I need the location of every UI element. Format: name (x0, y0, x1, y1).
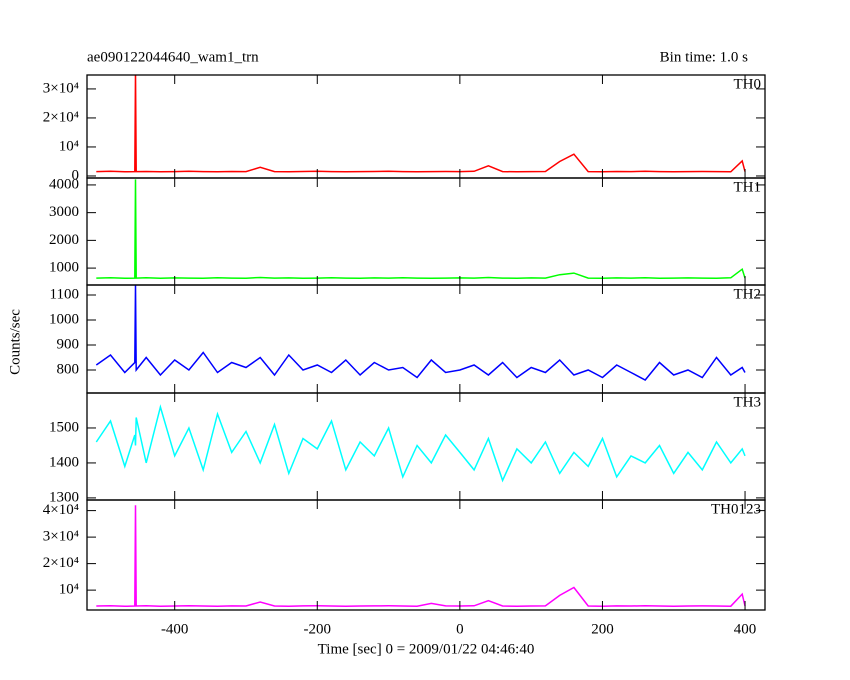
data-line (96, 75, 746, 173)
y-tick-label: 1000 (49, 311, 79, 327)
y-tick-label: 0 (72, 167, 80, 183)
panel-label: TH3 (734, 394, 762, 410)
x-tick-label: -400 (161, 621, 189, 637)
x-tick-label: -200 (304, 621, 332, 637)
y-tick-label: 1100 (50, 286, 79, 302)
y-tick-label: 1500 (49, 419, 79, 435)
panel-label: TH0123 (711, 501, 761, 517)
y-tick-label: 1300 (49, 489, 79, 505)
panel-frame (86, 284, 766, 394)
data-line (96, 505, 746, 608)
y-tick-label: 900 (57, 336, 80, 352)
y-tick-label: 3×10⁴ (43, 529, 79, 545)
panel-frame (86, 499, 766, 611)
y-tick-label: 2×10⁴ (43, 109, 79, 125)
data-line (96, 179, 746, 280)
y-tick-label: 4×10⁴ (43, 502, 79, 518)
panel-label: TH0 (734, 76, 762, 92)
y-tick-label: 2×10⁴ (43, 555, 79, 571)
y-tick-label: 10⁴ (59, 582, 79, 598)
chart-subtitle: Bin time: 1.0 s (660, 49, 749, 65)
x-tick-label: 0 (456, 621, 464, 637)
y-tick-label: 4000 (49, 176, 79, 192)
y-tick-label: 1000 (49, 260, 79, 276)
panel-frame (86, 392, 766, 501)
y-axis-label: Counts/sec (7, 309, 23, 375)
y-tick-label: 3×10⁴ (43, 80, 79, 96)
panel-label: TH2 (734, 286, 762, 302)
panel-label: TH1 (734, 179, 762, 195)
y-tick-label: 10⁴ (59, 138, 79, 154)
y-tick-label: 3000 (49, 204, 79, 220)
panel-frame (86, 177, 766, 286)
y-tick-label: 800 (57, 361, 80, 377)
x-axis-label: Time [sec] 0 = 2009/01/22 04:46:40 (318, 641, 535, 657)
chart-title: ae090122044640_wam1_trn (87, 49, 259, 65)
data-line (95, 404, 746, 483)
data-line (95, 285, 746, 381)
y-tick-label: 1400 (49, 454, 79, 470)
panel-frame (86, 74, 766, 179)
x-tick-label: 200 (591, 621, 614, 637)
y-tick-label: 2000 (49, 232, 79, 248)
x-tick-label: 400 (734, 621, 757, 637)
